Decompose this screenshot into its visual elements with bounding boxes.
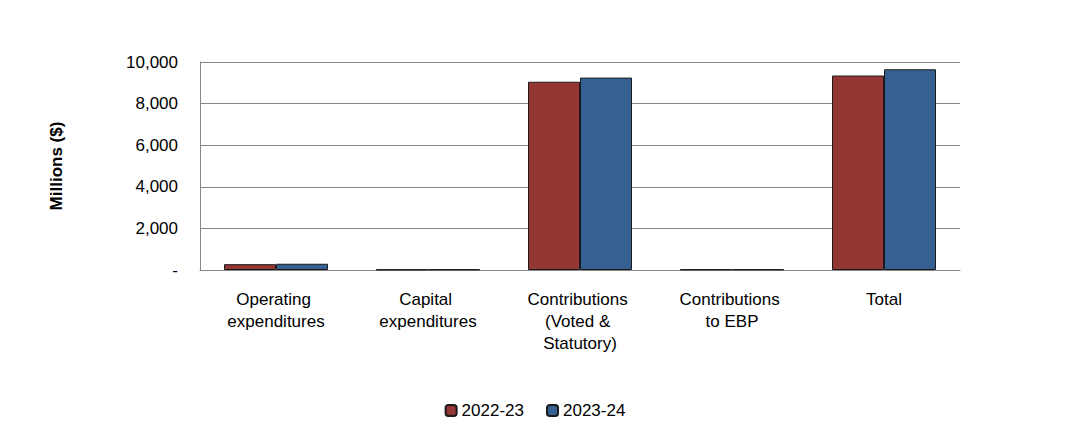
svg-text:Total: Total [866,290,902,309]
svg-text:Statutory): Statutory) [543,334,617,353]
svg-text:Millions ($): Millions ($) [47,122,66,211]
svg-text:2,000: 2,000 [135,219,178,238]
svg-text:2023-24: 2023-24 [563,401,625,420]
svg-text:expenditures: expenditures [227,312,324,331]
svg-text:2022-23: 2022-23 [462,401,524,420]
svg-text:8,000: 8,000 [135,94,178,113]
svg-text:Contributions: Contributions [680,290,785,309]
svg-text:-: - [172,261,178,280]
svg-text:(Voted &: (Voted & [545,312,615,331]
svg-text:Contributions: Contributions [528,290,633,309]
svg-text:Operating: Operating [236,290,315,309]
svg-text:Capital: Capital [399,290,457,309]
svg-text:10,000: 10,000 [126,53,178,72]
svg-text:6,000: 6,000 [135,136,178,155]
svg-text:to EBP: to EBP [706,312,759,331]
svg-text:4,000: 4,000 [135,177,178,196]
svg-text:expenditures: expenditures [379,312,476,331]
